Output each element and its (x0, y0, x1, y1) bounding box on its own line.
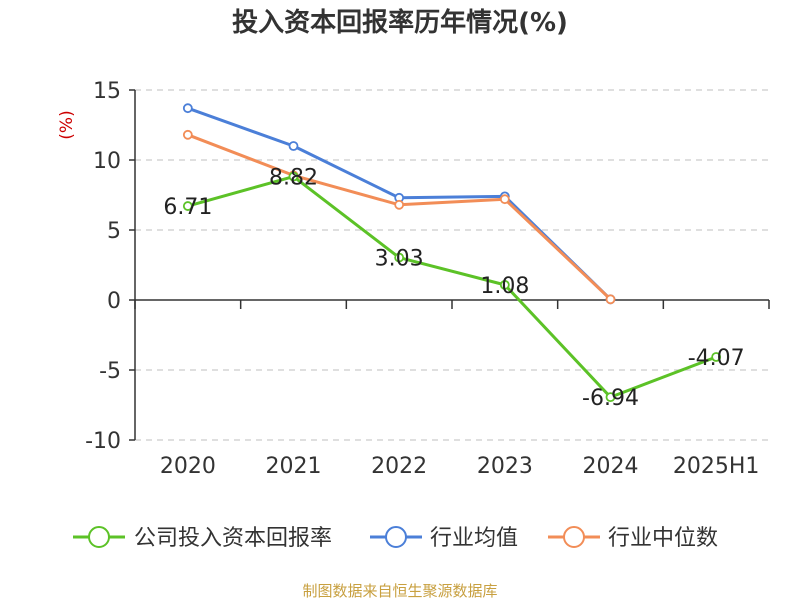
x-tick-label: 2025H1 (673, 454, 760, 479)
data-label: 1.08 (480, 274, 529, 299)
y-tick-label: 10 (93, 149, 121, 174)
x-tick-label: 2022 (371, 454, 427, 479)
data-label: 8.82 (269, 166, 318, 191)
data-point (182, 201, 193, 211)
y-tick-label: 15 (93, 79, 121, 104)
data-label: -6.94 (582, 386, 639, 411)
data-point (288, 141, 299, 151)
data-point (605, 294, 616, 305)
data-point (499, 279, 510, 290)
grid-lines (135, 89, 769, 441)
x-tick-label: 2021 (266, 454, 322, 479)
x-tick-label: 2023 (477, 454, 533, 479)
y-tick-label: -10 (85, 429, 121, 454)
legend-marker (563, 526, 585, 548)
data-label: 6.71 (163, 195, 212, 220)
legend: 公司投入资本回报率 行业均值 行业中位数 (73, 526, 718, 551)
data-point (182, 103, 193, 114)
data-point (182, 129, 193, 140)
legend-label: 行业中位数 (608, 526, 718, 551)
data-label: -4.07 (688, 346, 745, 371)
data-point (394, 252, 405, 263)
source-note: 制图数据来自恒生聚源数据库 (302, 582, 497, 600)
data-point (394, 199, 405, 210)
data-point (499, 194, 510, 205)
series-line (187, 175, 717, 399)
y-tick-label: 0 (107, 289, 121, 314)
x-tick-label: 2024 (583, 454, 639, 479)
y-tick-label: 5 (107, 219, 121, 244)
series-group (182, 103, 722, 403)
data-labels: 6.71 8.82 3.03 1.08 -6.94 -4.07 (163, 166, 744, 412)
legend-label: 公司投入资本回报率 (134, 526, 332, 551)
data-label: 3.03 (375, 247, 424, 272)
data-point (288, 171, 299, 182)
x-tick-label: 2020 (160, 454, 216, 479)
data-point (711, 352, 722, 362)
legend-marker (385, 526, 407, 548)
axes: 15 10 5 0 -5 -10 2020 2021 2022 2023 2024 2025H1 (85, 79, 770, 479)
chart-title: 投入资本回报率历年情况(%) (232, 7, 568, 38)
legend-marker (88, 526, 110, 548)
y-tick-label: -5 (99, 359, 121, 384)
data-point (605, 392, 616, 403)
y-axis-unit-label: (%) (57, 110, 77, 139)
legend-label: 行业均值 (430, 526, 518, 551)
